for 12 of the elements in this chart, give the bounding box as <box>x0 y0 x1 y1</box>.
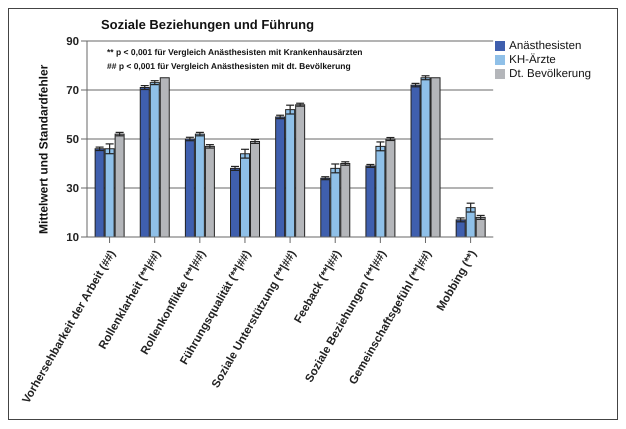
annotation: ** p < 0,001 für Vergleich Anästhesisten mit Krankenhausärzten <box>107 47 362 57</box>
legend-label: KH-Ärzte <box>509 54 556 66</box>
y-axis-title: Mittelwert und Standardfehler <box>36 64 50 234</box>
chart-title: Soziale Beziehungen und Führung <box>101 17 314 32</box>
legend-label: Anästhesisten <box>509 40 582 52</box>
y-tick-label: 90 <box>66 36 79 48</box>
y-tick-label: 10 <box>66 232 79 244</box>
y-tick-label: 50 <box>66 134 79 146</box>
annotation: ## p < 0,001 für Vergleich Anästhesisten mit dt. Bevölkerung <box>107 61 351 71</box>
y-tick-label: 70 <box>66 85 79 98</box>
y-tick-label: 30 <box>66 183 79 196</box>
legend-label: Dt. Bevölkerung <box>509 68 591 80</box>
